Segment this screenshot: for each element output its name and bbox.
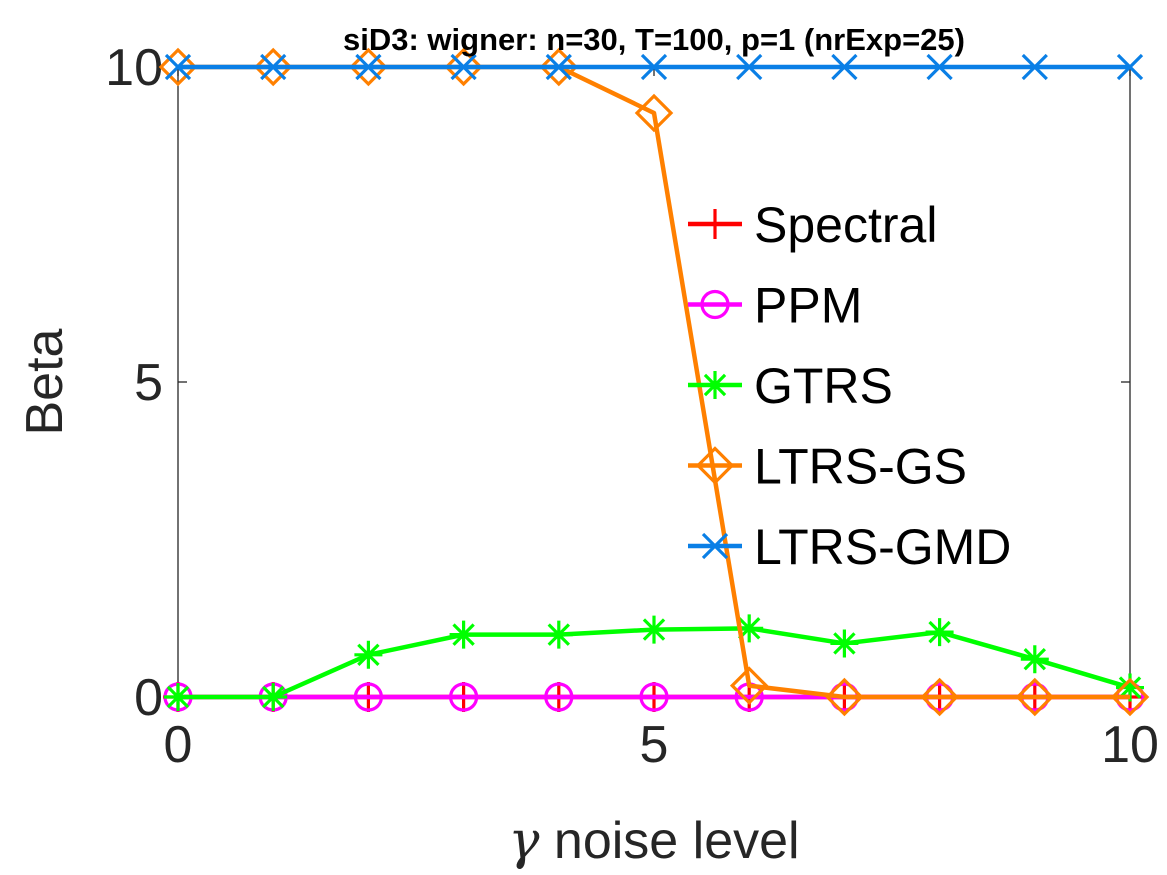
data-point-ltrs-gs — [158, 47, 198, 87]
legend: Spectral PPM GTRS LTRS-GS LTRS-GMD — [688, 197, 1011, 575]
legend-label: GTRS — [754, 358, 893, 414]
data-point-ltrs-gmd — [736, 53, 763, 81]
legend-marker — [701, 371, 729, 399]
data-point-gtrs — [830, 629, 859, 658]
x-tick-label: 10 — [1101, 716, 1159, 774]
data-point-ltrs-gs — [349, 47, 388, 87]
data-point-gtrs — [164, 683, 192, 711]
x-axis-label: γ noise level — [508, 811, 799, 871]
legend-marker — [695, 446, 735, 485]
chart-title: siD3: wigner: n=30, T=100, p=1 (nrExp=25… — [343, 22, 965, 57]
legend-item-ltrs-gs: LTRS-GS — [688, 439, 967, 495]
data-point-ltrs-gs — [444, 47, 483, 87]
series-ltrs-gmd — [164, 53, 1144, 81]
data-point-ltrs-gs — [634, 93, 674, 133]
data-point-ltrs-gmd — [545, 53, 572, 81]
legend-item-ltrs-gmd: LTRS-GMD — [688, 519, 1011, 575]
series-gtrs — [164, 614, 1144, 711]
data-point-ltrs-gmd — [926, 53, 953, 81]
data-point-gtrs — [735, 614, 764, 643]
data-point-ltrs-gs — [539, 47, 579, 87]
x-tick-label: 5 — [640, 716, 669, 774]
data-point-ltrs-gs — [825, 677, 864, 717]
series-layer — [158, 47, 1150, 717]
x-axis-label-symbol: γ — [508, 811, 540, 871]
plot-area — [178, 67, 1130, 697]
data-point-gtrs — [1116, 673, 1144, 702]
legend-marker — [700, 289, 730, 320]
y-tick-label: 5 — [134, 354, 163, 412]
data-point-ltrs-gmd — [164, 53, 192, 81]
data-point-ppm — [544, 682, 574, 712]
legend-marker — [700, 209, 730, 239]
data-point-ltrs-gs — [920, 677, 959, 717]
legend-item-gtrs: GTRS — [688, 358, 893, 414]
data-point-gtrs — [544, 620, 573, 649]
data-point-ltrs-gmd — [1021, 53, 1048, 81]
data-point-ppm — [639, 682, 669, 712]
data-point-gtrs — [449, 620, 478, 649]
x-axis-label-text: noise level — [554, 812, 800, 870]
data-point-gtrs — [354, 640, 383, 669]
data-point-gtrs — [1020, 645, 1049, 674]
data-point-ltrs-gs — [1015, 677, 1055, 717]
legend-label: LTRS-GS — [754, 439, 967, 495]
legend-label: Spectral — [754, 197, 937, 253]
data-point-ppm — [449, 682, 479, 712]
data-point-ltrs-gs — [1110, 677, 1150, 717]
data-point-ltrs-gmd — [450, 53, 477, 81]
y-axis-label: Beta — [16, 328, 74, 435]
data-point-gtrs — [259, 683, 288, 711]
y-axis: 0 5 10 — [105, 39, 1130, 727]
data-point-ltrs-gmd — [260, 53, 287, 81]
data-point-ltrs-gmd — [831, 53, 858, 81]
legend-label: PPM — [754, 278, 862, 334]
legend-item-spectral: Spectral — [688, 197, 937, 253]
x-axis: 0 5 10 — [164, 67, 1159, 774]
data-point-gtrs — [925, 618, 954, 647]
data-point-ltrs-gmd — [355, 53, 382, 81]
y-tick-label: 0 — [134, 669, 163, 727]
data-point-ppm — [353, 682, 383, 712]
legend-item-ppm: PPM — [688, 278, 862, 334]
data-point-ltrs-gmd — [640, 53, 668, 81]
data-point-ltrs-gs — [253, 47, 293, 87]
legend-label: LTRS-GMD — [754, 519, 1011, 575]
x-tick-label: 0 — [164, 716, 193, 774]
y-tick-label: 10 — [105, 39, 163, 97]
data-point-ltrs-gs — [729, 666, 769, 705]
data-point-ltrs-gmd — [1116, 53, 1144, 81]
data-point-gtrs — [640, 615, 668, 644]
legend-marker — [701, 532, 729, 560]
